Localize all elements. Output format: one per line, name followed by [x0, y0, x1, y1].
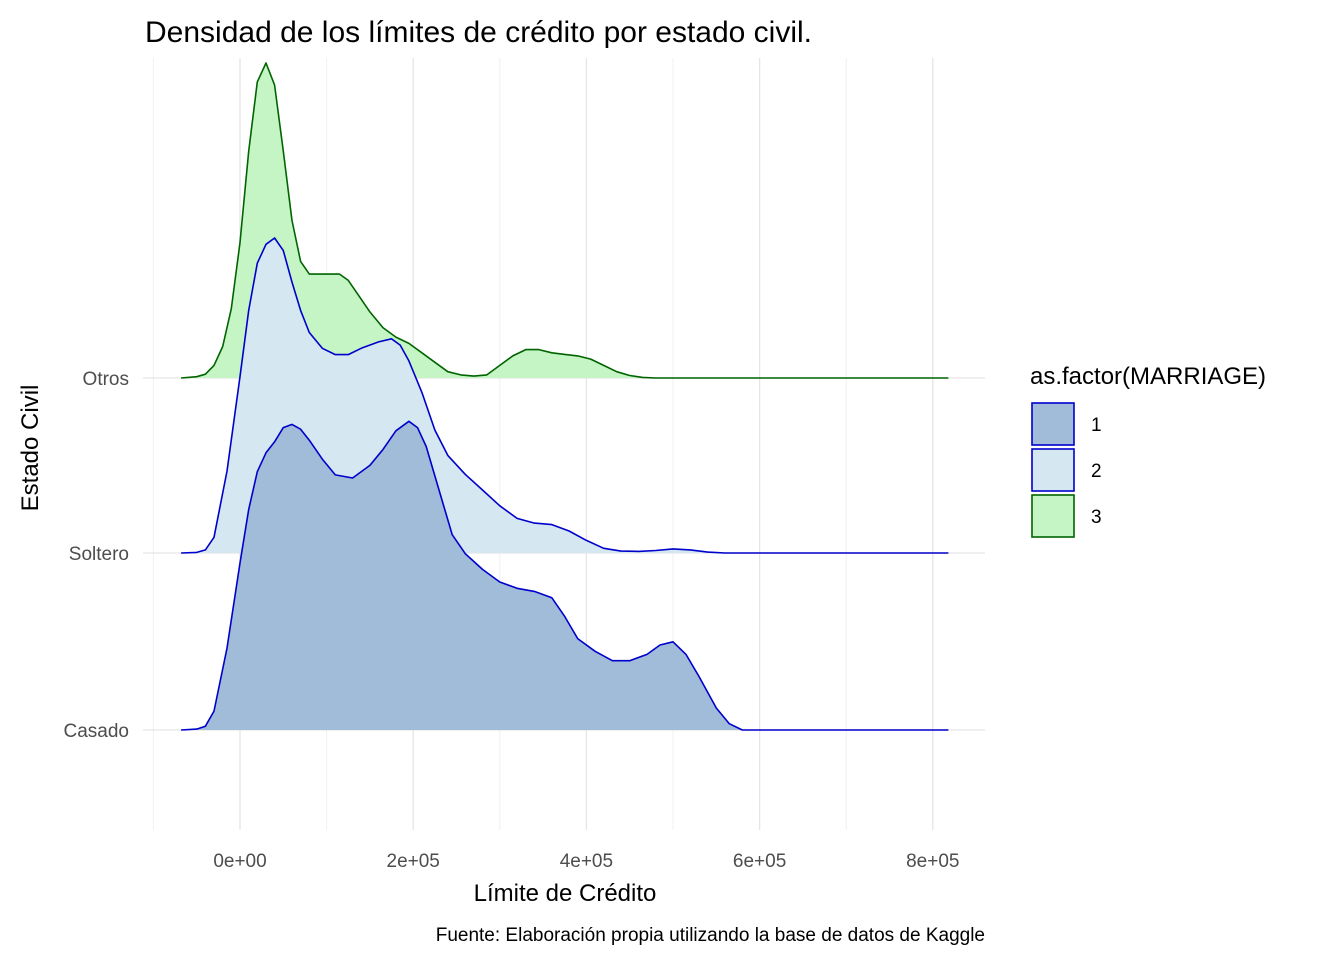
y-tick-label: Casado	[64, 721, 130, 742]
y-tick-label: Otros	[83, 369, 129, 390]
x-axis-title: Límite de Crédito	[474, 880, 657, 907]
density-line-soltero	[181, 237, 949, 554]
density-ridges	[181, 62, 949, 731]
legend-key-3	[1031, 494, 1075, 538]
y-axis-title: Estado Civil	[17, 385, 44, 512]
x-axis-tick-labels: 0e+00 2e+05 4e+05 6e+05 8e+05	[213, 851, 959, 872]
x-tick-label: 6e+05	[733, 851, 786, 872]
legend-key-1	[1031, 402, 1075, 446]
chart-caption: Fuente: Elaboración propia utilizando la…	[436, 925, 985, 946]
legend-label: 1	[1091, 415, 1102, 436]
x-tick-label: 8e+05	[906, 851, 959, 872]
x-tick-label: 4e+05	[560, 851, 613, 872]
y-axis-tick-labels: Casado Soltero Otros	[64, 369, 130, 742]
legend: as.factor(MARRIAGE) 1 2 3	[1030, 363, 1266, 538]
density-area-casado	[181, 421, 949, 730]
legend-label: 2	[1091, 461, 1102, 482]
density-line-casado	[181, 420, 949, 731]
legend-key-2	[1031, 448, 1075, 492]
y-tick-label: Soltero	[69, 544, 129, 565]
density-line-otros	[181, 62, 949, 379]
legend-label: 3	[1091, 507, 1102, 528]
x-tick-label: 0e+00	[213, 851, 266, 872]
x-tick-label: 2e+05	[387, 851, 440, 872]
legend-title: as.factor(MARRIAGE)	[1030, 363, 1266, 390]
legend-items: 1 2 3	[1031, 402, 1102, 538]
chart-title: Densidad de los límites de crédito por e…	[145, 16, 812, 49]
